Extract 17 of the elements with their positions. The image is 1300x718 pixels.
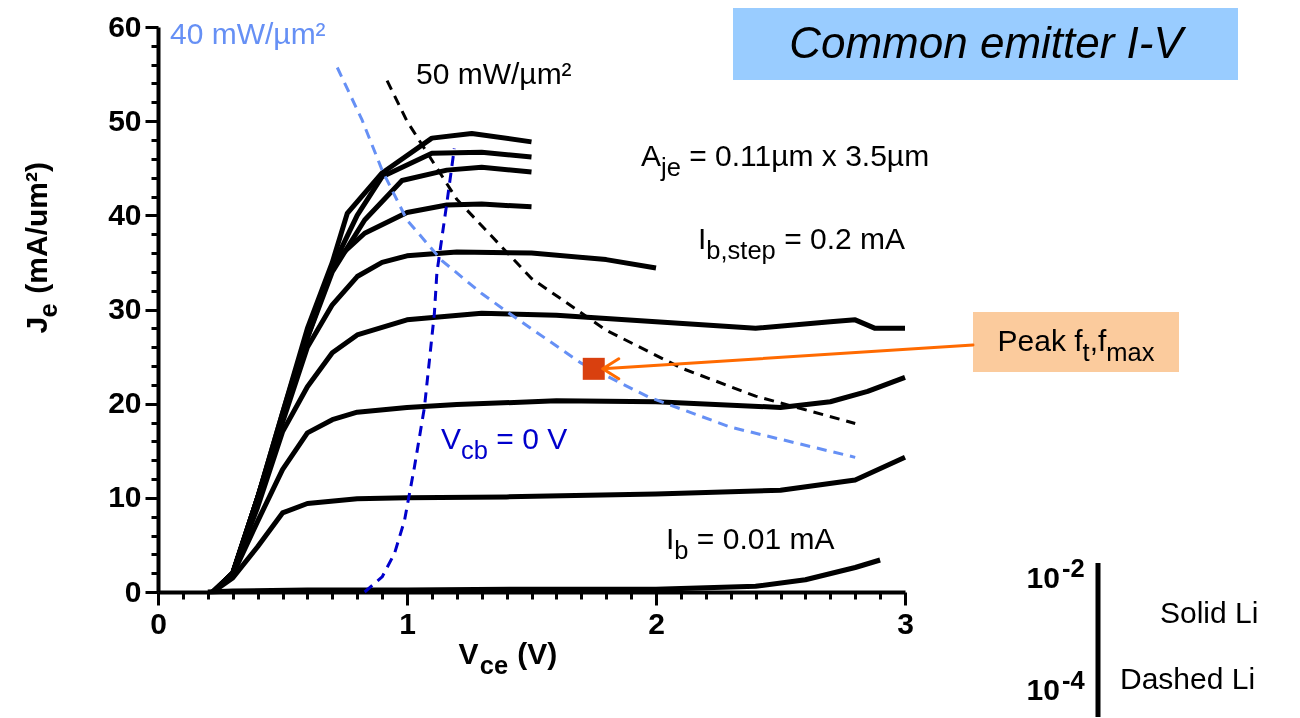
- y-tick-label: 10: [108, 480, 142, 514]
- y-tick-label: 0: [124, 574, 142, 608]
- x-tick-label: 2: [648, 606, 665, 640]
- y-tick-label: 60: [108, 9, 142, 43]
- text: Solid Li: [1160, 596, 1259, 629]
- y-tick-label: 20: [108, 386, 142, 420]
- chart-title: Common emitter I-V: [789, 18, 1187, 67]
- text: Dashed Li: [1120, 662, 1256, 695]
- y-tick-label: 50: [108, 103, 142, 137]
- y-tick-label: 40: [108, 197, 142, 231]
- series-label: 50 mW/µm²: [416, 57, 572, 90]
- y-tick-label: 30: [108, 292, 142, 325]
- x-tick-label: 1: [399, 606, 416, 640]
- x-tick-label: 3: [897, 606, 914, 640]
- y-axis-title: Je (mA/um²): [20, 162, 62, 334]
- x-tick-label: 0: [150, 606, 167, 640]
- series-label: 40 mW/µm²: [170, 17, 326, 50]
